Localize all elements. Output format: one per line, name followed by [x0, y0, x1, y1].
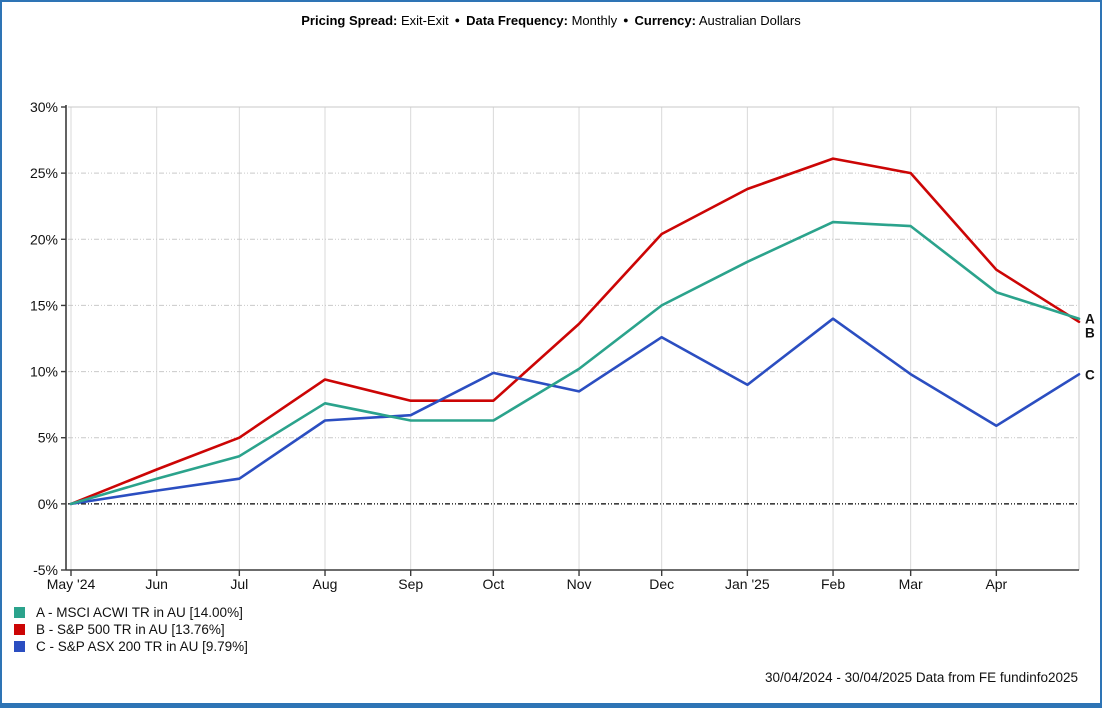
x-tick-label: May '24 [47, 576, 96, 592]
title-key: Data Frequency: [466, 13, 568, 28]
y-tick-label: 25% [30, 165, 58, 181]
title-value: Exit-Exit [397, 13, 449, 28]
y-tick-label: 20% [30, 231, 58, 247]
x-tick-label: Dec [649, 576, 674, 592]
x-tick-label: Jul [230, 576, 248, 592]
series-line-A [69, 220, 1081, 506]
x-tick-label: Nov [567, 576, 592, 592]
series-end-label-B: B [1085, 326, 1095, 341]
performance-line-chart: 30% 25% 20% 15% 10% 5% 0% -5%May '24 Jun Jul Aug Se… [30, 99, 1095, 592]
y-tick-label: 15% [30, 297, 58, 313]
x-tick-label: Feb [821, 576, 845, 592]
series-end-labels: AB C [1085, 312, 1095, 383]
legend-item-A: A - MSCI ACWI TR in AU [14.00%] [14, 604, 248, 621]
x-tick-label: Sep [398, 576, 423, 592]
x-tick-label: Jun [145, 576, 168, 592]
report-title: Pricing Spread: Exit-Exit ● Data Frequency… [0, 13, 1102, 28]
series-line-C [69, 317, 1081, 506]
y-tick-label: 5% [38, 430, 58, 446]
legend-label-C: C - S&P ASX 200 TR in AU [9.79%] [36, 639, 248, 654]
title-value: Monthly [567, 13, 618, 28]
legend-label-B: B - S&P 500 TR in AU [13.76%] [36, 622, 225, 637]
series-end-label-C: C [1085, 367, 1095, 382]
x-tick-label: Oct [482, 576, 504, 592]
date-range-footer: 30/04/2024 - 30/04/2025 Data from FE fun… [765, 670, 1078, 685]
y-tick-label: -5% [33, 562, 58, 578]
y-tick-label: 0% [38, 496, 58, 512]
legend-swatch-C [14, 641, 25, 652]
legend-item-B: B - S&P 500 TR in AU [13.76%] [14, 621, 248, 638]
legend-item-C: C - S&P ASX 200 TR in AU [9.79%] [14, 638, 248, 655]
x-tick-label: Aug [313, 576, 338, 592]
title-key: Currency: [634, 13, 696, 28]
legend-label-A: A - MSCI ACWI TR in AU [14.00%] [36, 605, 243, 620]
series-end-label-A: A [1085, 312, 1095, 327]
chart-legend: A - MSCI ACWI TR in AU [14.00%] B - S&P 5… [14, 604, 248, 655]
y-axis-labels: 30% 25% 20% 15% 10% 5% 0% -5% [30, 99, 66, 578]
vertical-gridlines [70, 107, 1080, 570]
y-tick-label: 30% [30, 99, 58, 115]
bullet-separator: ● [454, 15, 461, 25]
x-tick-label: Apr [985, 576, 1007, 592]
x-tick-label: Mar [899, 576, 923, 592]
title-key: Pricing Spread: [301, 13, 398, 28]
title-value: Australian Dollars [695, 13, 801, 28]
bullet-separator: ● [623, 15, 629, 25]
x-axis-labels: May '24 Jun Jul Aug Sep Oct Nov Dec Jan '25 Feb Ma… [47, 570, 1008, 592]
y-tick-label: 10% [30, 364, 58, 380]
series-line-B [69, 157, 1081, 506]
legend-swatch-B [14, 624, 25, 635]
legend-swatch-A [14, 607, 25, 618]
axes [65, 105, 1079, 571]
x-tick-label: Jan '25 [725, 576, 770, 592]
